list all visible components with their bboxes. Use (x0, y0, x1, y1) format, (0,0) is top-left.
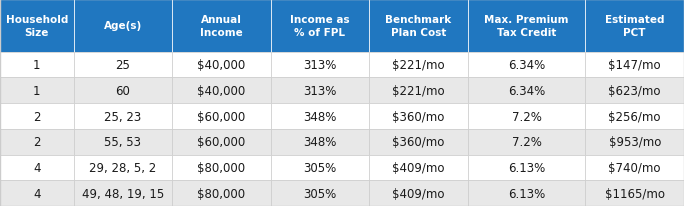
Bar (369, 129, 468, 155)
Bar (369, 155, 468, 180)
Text: $80,000: $80,000 (197, 187, 246, 200)
Bar (74, 155, 172, 180)
Bar (0, 0, 74, 53)
Text: 313%: 313% (303, 84, 337, 97)
Text: 305%: 305% (303, 161, 337, 174)
Bar (172, 104, 271, 129)
Text: 25: 25 (116, 59, 130, 72)
Text: 6.13%: 6.13% (508, 187, 545, 200)
Bar (586, 0, 684, 53)
Text: 6.34%: 6.34% (508, 59, 545, 72)
Bar (271, 0, 369, 53)
Text: $740/mo: $740/mo (609, 161, 661, 174)
Text: Estimated
PCT: Estimated PCT (605, 15, 664, 37)
Bar (74, 104, 172, 129)
Bar (172, 0, 271, 53)
Bar (74, 78, 172, 104)
Bar (369, 180, 468, 206)
Text: Annual
Income: Annual Income (200, 15, 243, 37)
Bar (172, 129, 271, 155)
Bar (74, 53, 172, 78)
Bar (172, 180, 271, 206)
Bar (271, 78, 369, 104)
Bar (0, 53, 74, 78)
Text: $360/mo: $360/mo (392, 110, 445, 123)
Bar (0, 180, 74, 206)
Text: $1165/mo: $1165/mo (605, 187, 665, 200)
Text: 6.34%: 6.34% (508, 84, 545, 97)
Bar (586, 78, 684, 104)
Text: 1: 1 (33, 59, 40, 72)
Bar (468, 180, 586, 206)
Text: 7.2%: 7.2% (512, 110, 542, 123)
Text: 2: 2 (33, 110, 40, 123)
Text: 29, 28, 5, 2: 29, 28, 5, 2 (89, 161, 157, 174)
Bar (586, 53, 684, 78)
Bar (586, 129, 684, 155)
Text: 55, 53: 55, 53 (104, 136, 142, 149)
Text: Income as
% of FPL: Income as % of FPL (290, 15, 350, 37)
Text: 313%: 313% (303, 59, 337, 72)
Text: 4: 4 (33, 187, 40, 200)
Bar (172, 78, 271, 104)
Text: $40,000: $40,000 (197, 59, 246, 72)
Bar (271, 104, 369, 129)
Bar (74, 0, 172, 53)
Text: $80,000: $80,000 (197, 161, 246, 174)
Bar (369, 104, 468, 129)
Bar (468, 104, 586, 129)
Bar (0, 78, 74, 104)
Bar (0, 129, 74, 155)
Bar (271, 129, 369, 155)
Bar (468, 78, 586, 104)
Text: $256/mo: $256/mo (609, 110, 661, 123)
Bar (172, 155, 271, 180)
Bar (271, 53, 369, 78)
Text: $409/mo: $409/mo (392, 187, 445, 200)
Bar (74, 180, 172, 206)
Text: Max. Premium
Tax Credit: Max. Premium Tax Credit (484, 15, 569, 37)
Text: 6.13%: 6.13% (508, 161, 545, 174)
Text: 49, 48, 19, 15: 49, 48, 19, 15 (81, 187, 164, 200)
Bar (0, 155, 74, 180)
Text: $221/mo: $221/mo (392, 59, 445, 72)
Bar (586, 180, 684, 206)
Text: $953/mo: $953/mo (609, 136, 661, 149)
Text: $147/mo: $147/mo (609, 59, 661, 72)
Bar (468, 129, 586, 155)
Text: 7.2%: 7.2% (512, 136, 542, 149)
Bar (0, 104, 74, 129)
Text: 4: 4 (33, 161, 40, 174)
Bar (468, 0, 586, 53)
Text: $360/mo: $360/mo (392, 136, 445, 149)
Bar (271, 180, 369, 206)
Text: Household
Size: Household Size (5, 15, 68, 37)
Text: $60,000: $60,000 (197, 110, 246, 123)
Text: 25, 23: 25, 23 (104, 110, 142, 123)
Bar (74, 129, 172, 155)
Bar (586, 155, 684, 180)
Bar (586, 104, 684, 129)
Text: 348%: 348% (303, 110, 337, 123)
Text: 2: 2 (33, 136, 40, 149)
Text: 1: 1 (33, 84, 40, 97)
Text: Age(s): Age(s) (104, 21, 142, 31)
Bar (172, 53, 271, 78)
Bar (468, 53, 586, 78)
Text: 60: 60 (116, 84, 130, 97)
Bar (369, 53, 468, 78)
Text: $623/mo: $623/mo (609, 84, 661, 97)
Text: Benchmark
Plan Cost: Benchmark Plan Cost (385, 15, 451, 37)
Text: $60,000: $60,000 (197, 136, 246, 149)
Bar (369, 0, 468, 53)
Text: 305%: 305% (303, 187, 337, 200)
Text: $40,000: $40,000 (197, 84, 246, 97)
Text: $409/mo: $409/mo (392, 161, 445, 174)
Bar (271, 155, 369, 180)
Bar (468, 155, 586, 180)
Text: 348%: 348% (303, 136, 337, 149)
Text: $221/mo: $221/mo (392, 84, 445, 97)
Bar (369, 78, 468, 104)
